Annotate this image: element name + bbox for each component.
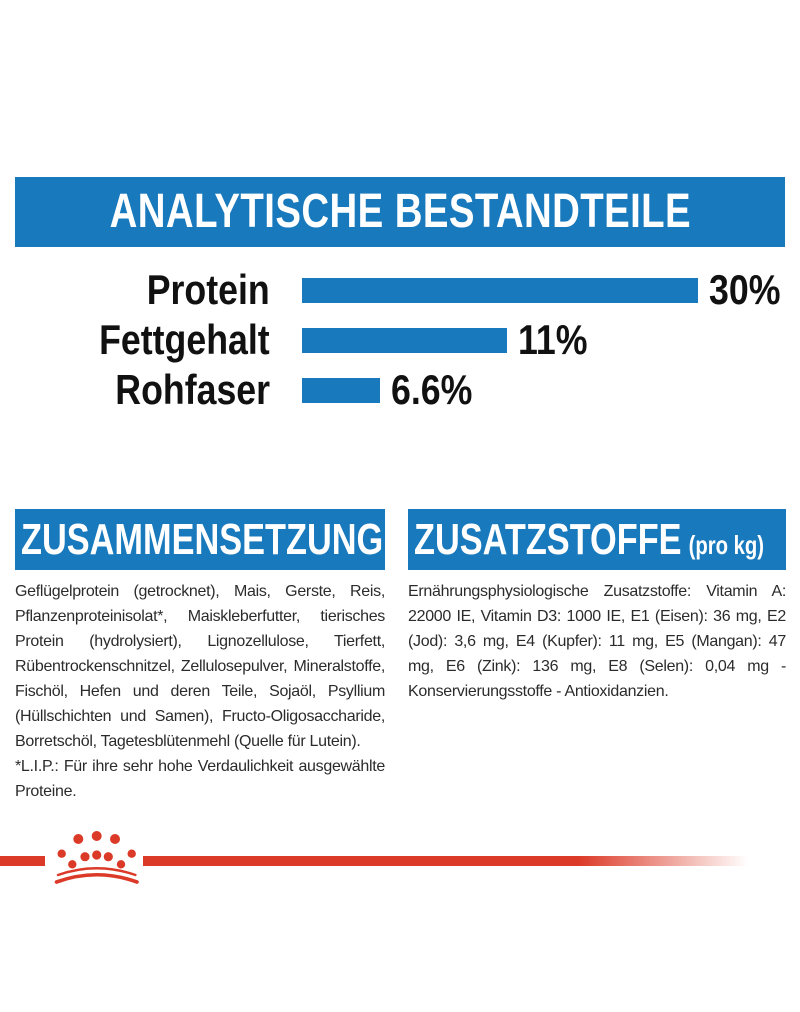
chart-value-fettgehalt: 11% [518, 316, 588, 363]
chart-label-rohfaser: Rohfaser [115, 366, 270, 413]
chart-value-rohfaser: 6.6% [391, 366, 473, 413]
chart-value-protein: 30% [709, 266, 781, 313]
red-divider-left [0, 856, 45, 866]
chart-row-fettgehalt: Fettgehalt 11% [0, 315, 800, 365]
additives-title-suffix: (pro kg) [688, 529, 765, 560]
analytical-components-title: ANALYTISCHE BESTANDTEILE [109, 185, 691, 238]
chart-row-protein: Protein 30% [0, 265, 800, 315]
analytical-bar-chart: Protein 30% Fettgehalt 11% Rohfaser 6.6% [0, 265, 800, 415]
chart-bar-protein [302, 277, 698, 303]
chart-label-fettgehalt: Fettgehalt [99, 316, 270, 363]
royal-canin-crown-icon [54, 831, 139, 884]
composition-text: Geflügelprotein (getrocknet), Mais, Gers… [15, 583, 385, 750]
composition-banner: ZUSAMMENSETZUNG [15, 509, 385, 570]
additives-banner: ZUSATZSTOFFE (pro kg) [408, 509, 786, 570]
chart-label-protein: Protein [147, 266, 270, 313]
composition-footnote: *L.I.P.: Für ihre sehr hohe Verdaulichke… [15, 758, 385, 800]
chart-row-rohfaser: Rohfaser 6.6% [0, 365, 800, 415]
additives-title: ZUSATZSTOFFE [414, 514, 682, 564]
analytical-components-banner: ANALYTISCHE BESTANDTEILE [15, 177, 785, 247]
red-divider-right [143, 856, 748, 866]
composition-title: ZUSAMMENSETZUNG [21, 514, 384, 564]
chart-bar-rohfaser [302, 377, 380, 403]
additives-text: Ernährungsphysiologische Zusatzstoffe: V… [408, 583, 786, 700]
composition-section: ZUSAMMENSETZUNG Geflügelprotein (getrock… [15, 509, 385, 804]
chart-bar-fettgehalt [302, 327, 507, 353]
additives-section: ZUSATZSTOFFE (pro kg) Ernährungsphysiolo… [408, 509, 786, 704]
